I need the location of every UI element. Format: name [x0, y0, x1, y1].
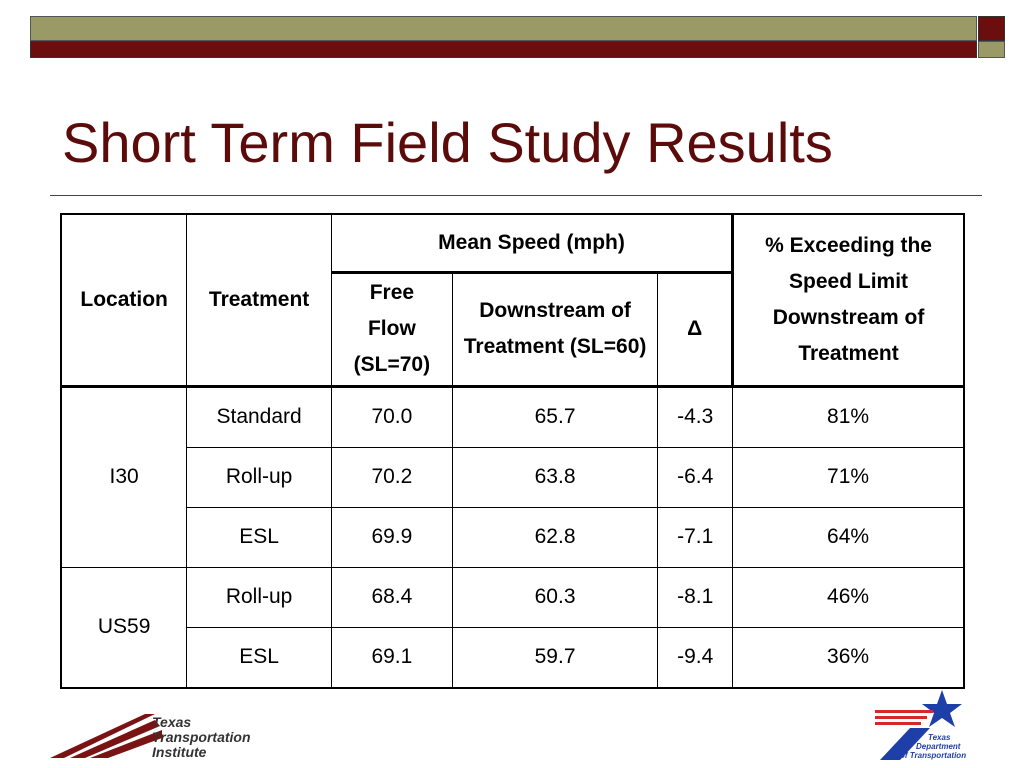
cell-downstream: 65.7 — [451, 385, 659, 448]
cell-treatment: ESL — [186, 506, 332, 568]
corner-square-maroon — [978, 16, 1005, 41]
cell-free-flow: 70.0 — [330, 385, 453, 448]
cell-delta: -4.3 — [657, 385, 734, 448]
title-divider — [50, 195, 982, 196]
header-free-flow: Free Flow (SL=70) — [330, 271, 453, 388]
slide-title: Short Term Field Study Results — [62, 111, 833, 174]
cell-delta: -6.4 — [657, 446, 734, 508]
cell-treatment: Roll-up — [186, 566, 332, 628]
cell-exceeding: 46% — [732, 566, 966, 628]
results-table: Location Treatment Mean Speed (mph) % Ex… — [60, 213, 966, 689]
cell-downstream: 59.7 — [451, 626, 659, 689]
cell-treatment: Standard — [186, 385, 332, 448]
cell-free-flow: 69.1 — [330, 626, 453, 689]
cell-delta: -7.1 — [657, 506, 734, 568]
cell-location: I30 — [60, 385, 188, 568]
txdot-logo-text: Texas Department of Transportation — [900, 733, 966, 760]
tti-logo: Texas Transportation Institute — [50, 714, 254, 760]
cell-exceeding: 81% — [732, 385, 966, 448]
table-row: ESL 69.1 59.7 -9.4 36% — [61, 626, 966, 689]
header-delta: Δ — [657, 271, 734, 388]
header-location: Location — [60, 213, 188, 388]
txdot-logo: Texas Department of Transportation — [875, 690, 966, 760]
cell-free-flow: 68.4 — [330, 566, 453, 628]
table-row: ESL 69.9 62.8 -7.1 64% — [61, 506, 966, 568]
cell-delta: -9.4 — [657, 626, 734, 689]
table-row: US59 Roll-up 68.4 60.3 -8.1 46% — [60, 566, 966, 689]
corner-square-olive — [978, 41, 1005, 58]
cell-free-flow: 70.2 — [330, 446, 453, 508]
cell-downstream: 60.3 — [451, 566, 659, 628]
cell-free-flow: 69.9 — [330, 506, 453, 568]
header-treatment: Treatment — [186, 213, 332, 388]
top-decorative-band — [30, 16, 977, 58]
cell-exceeding: 36% — [732, 626, 966, 689]
cell-exceeding: 64% — [732, 506, 966, 568]
cell-location: US59 — [60, 566, 188, 689]
tti-logo-text: Texas Transportation Institute — [152, 714, 254, 760]
header-downstream: Downstream of Treatment (SL=60) — [451, 271, 659, 388]
table-row: Roll-up 70.2 63.8 -6.4 71% — [61, 446, 966, 508]
cell-downstream: 62.8 — [451, 506, 659, 568]
maroon-bar — [30, 41, 977, 58]
header-exceeding: % Exceeding the Speed Limit Downstream o… — [731, 213, 966, 388]
table-row: I30 Standard 70.0 65.7 -4.3 81% — [60, 385, 966, 568]
cell-treatment: Roll-up — [186, 446, 332, 508]
olive-bar — [30, 16, 977, 41]
cell-treatment: ESL — [186, 626, 332, 689]
cell-exceeding: 71% — [732, 446, 966, 508]
cell-delta: -8.1 — [657, 566, 734, 628]
cell-downstream: 63.8 — [451, 446, 659, 508]
header-mean-speed: Mean Speed (mph) — [330, 213, 734, 274]
